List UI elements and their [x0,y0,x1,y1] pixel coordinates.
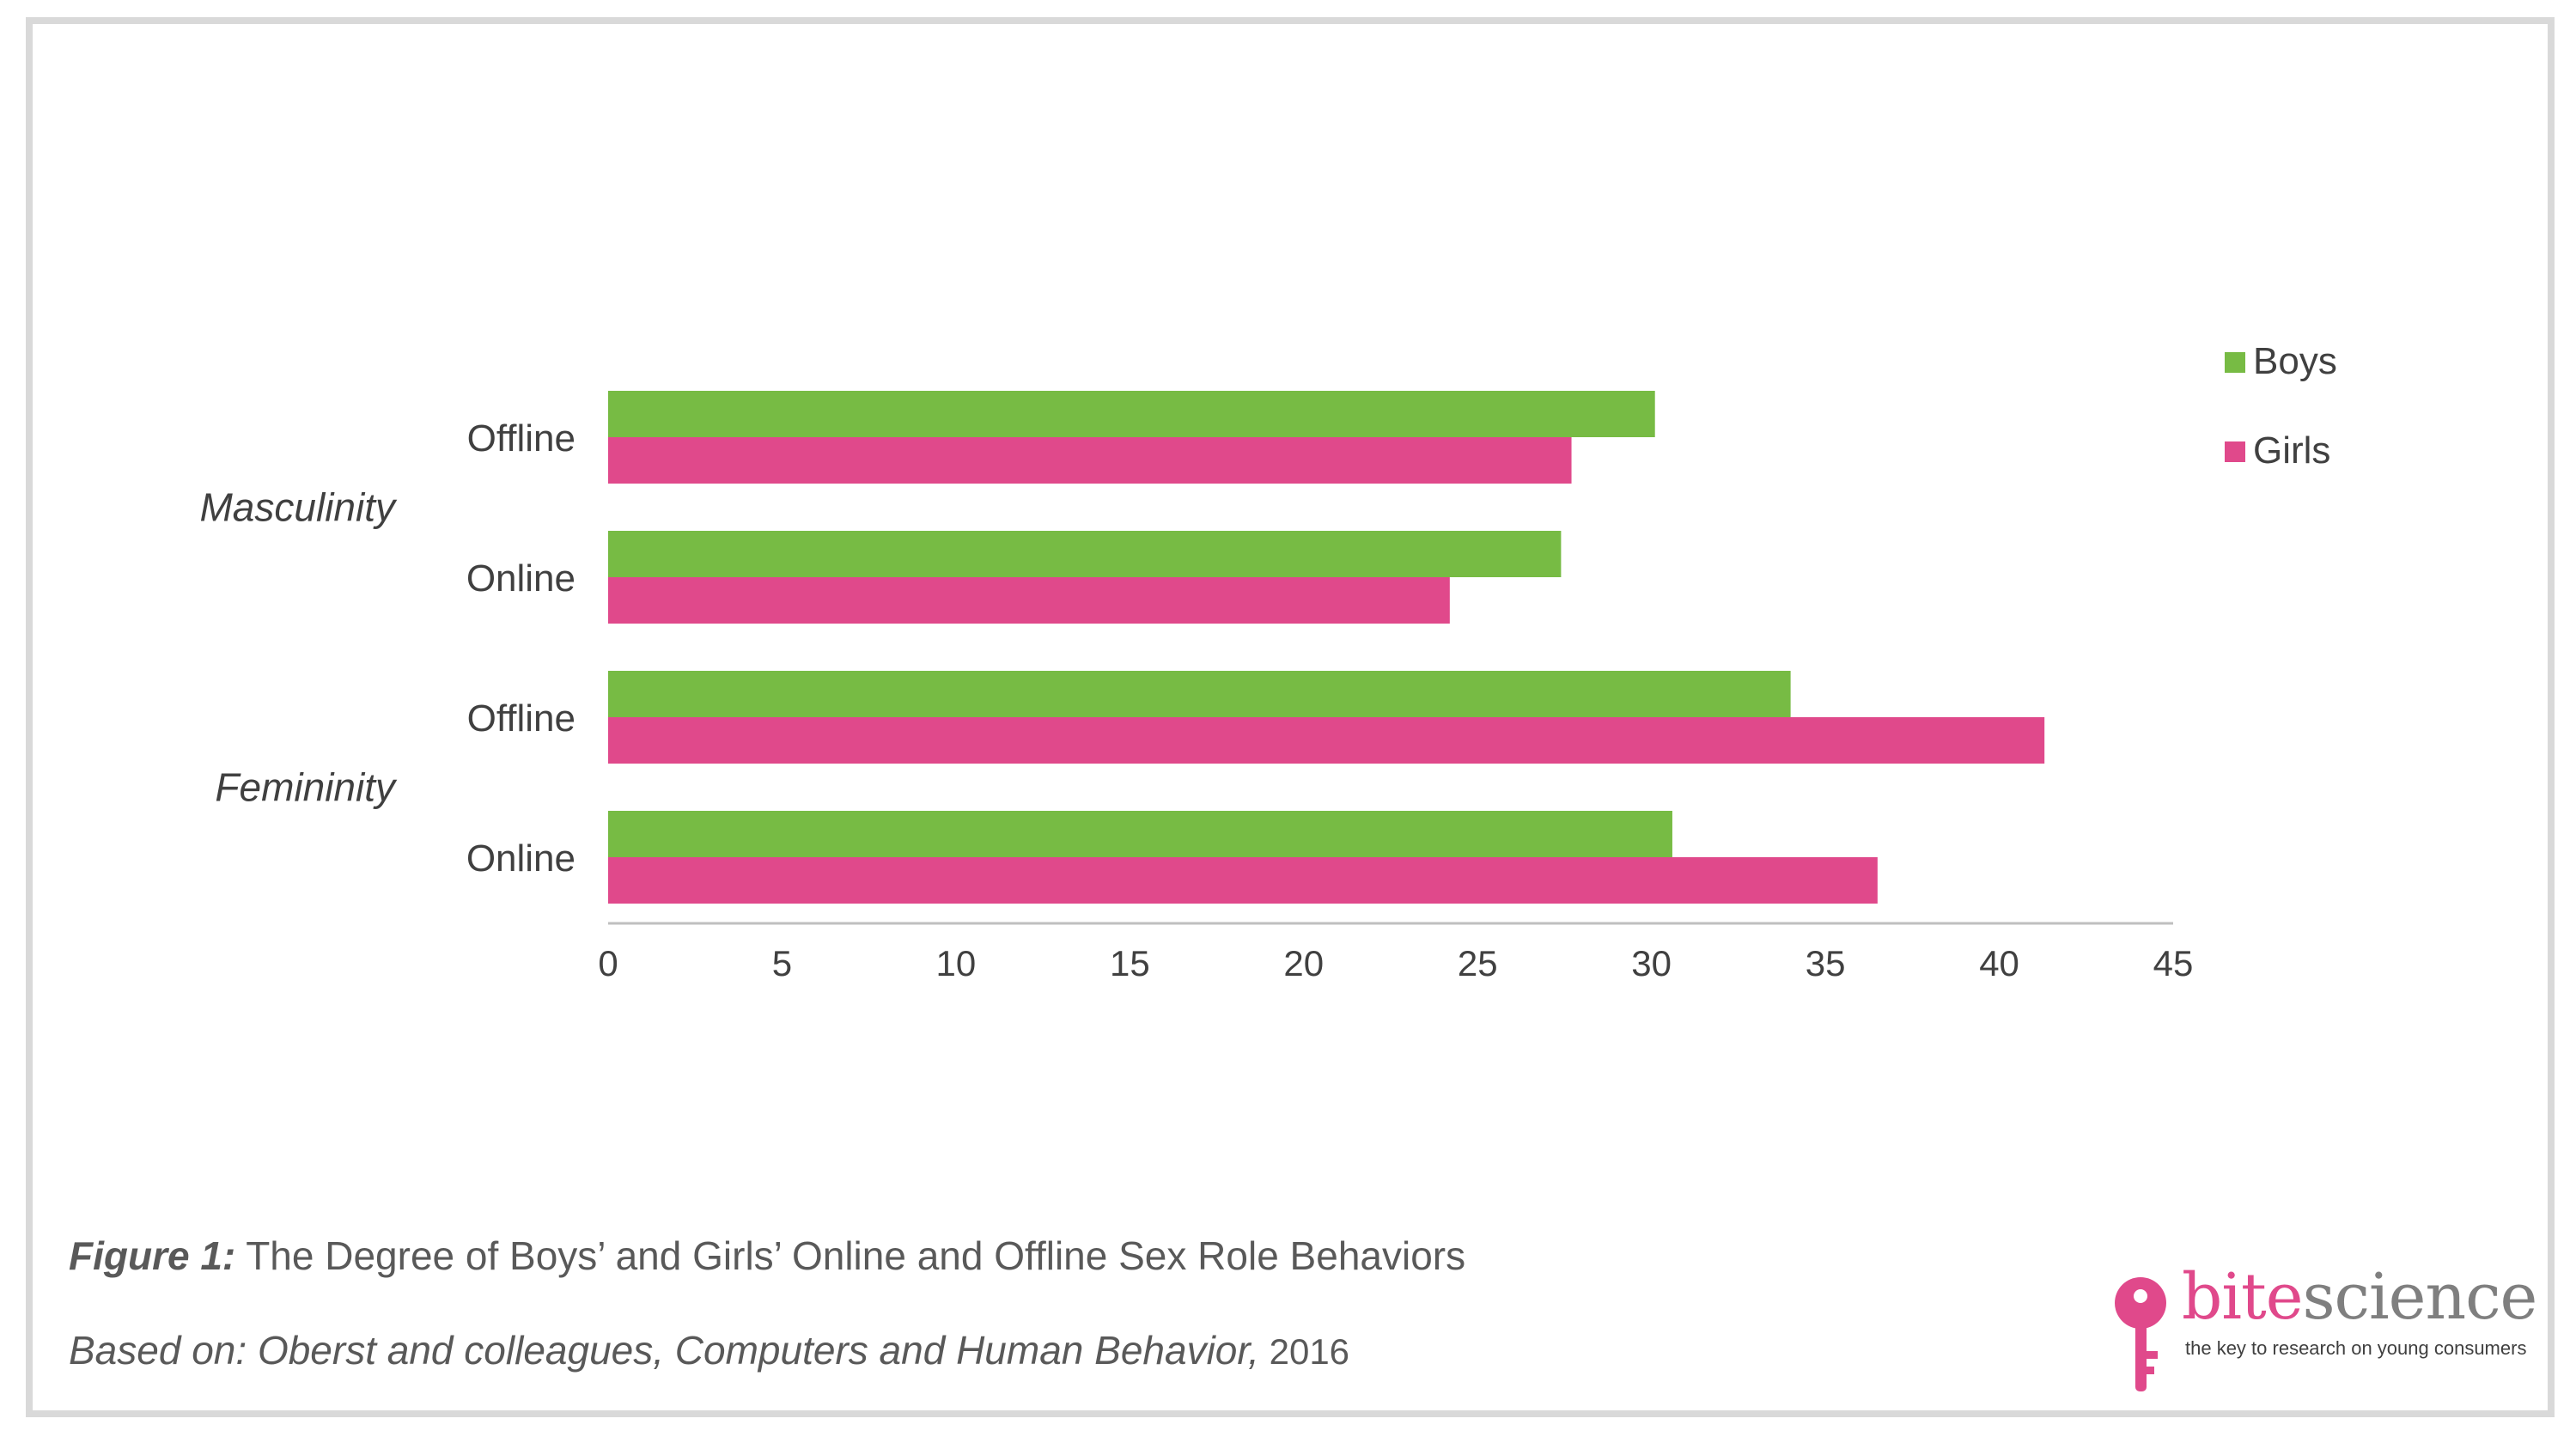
category-label: Offline [467,697,575,740]
x-tick-label: 10 [936,943,977,983]
legend-swatch-boys [2225,352,2245,373]
figure-caption: Figure 1: The Degree of Boys’ and Girls’… [69,1233,1465,1279]
logo-wordmark: bitescience [2182,1260,2538,1334]
legend-label-girls: Girls [2253,429,2330,472]
logo-word-bite: bite [2182,1260,2304,1334]
source-text: Based on: Oberst and colleagues, Compute… [69,1328,1259,1373]
x-tick-label: 35 [1806,943,1846,983]
x-tick-label: 5 [772,943,792,983]
bar-boys-femininity-online [608,811,1672,857]
bar-girls-femininity-online [608,857,1878,904]
figure-title: The Degree of Boys’ and Girls’ Online an… [235,1233,1466,1278]
x-tick-label: 25 [1458,943,1498,983]
bar-boys-masculinity-online [608,531,1562,577]
group-label: Masculinity [199,485,398,530]
source-year: 2016 [1258,1331,1350,1372]
bitescience-logo: bitescience the key to research on young… [2113,1260,2537,1391]
legend: Boys Girls [2225,340,2337,472]
category-label: Online [466,557,575,600]
key-icon [2115,1277,2166,1391]
legend-swatch-girls [2225,441,2245,462]
bar-boys-masculinity-offline [608,391,1655,437]
category-label: Offline [467,417,575,460]
x-tick-label: 15 [1110,943,1150,983]
source-line: Based on: Oberst and colleagues, Compute… [69,1327,1349,1373]
bar-girls-masculinity-offline [608,437,1572,484]
group-label: Femininity [215,765,398,810]
category-label: Online [466,837,575,880]
logo-tagline: the key to research on young consumers [2185,1337,2527,1359]
x-tick-labels: 0 5 10 15 20 25 30 35 40 45 [598,943,2193,983]
logo-word-science: science [2302,1260,2538,1334]
x-tick-label: 20 [1283,943,1324,983]
y-category-labels: Offline Online Masculinity Offline Online Fem… [199,417,575,880]
x-tick-label: 30 [1631,943,1672,983]
bar-girls-femininity-offline [608,717,2045,764]
x-tick-label: 40 [1979,943,2019,983]
figure-label: Figure 1: [69,1233,236,1278]
bar-girls-masculinity-online [608,577,1450,624]
legend-label-boys: Boys [2253,340,2337,382]
x-tick-label: 0 [598,943,618,983]
bar-boys-femininity-offline [608,671,1791,717]
x-tick-label: 45 [2153,943,2194,983]
bars-layer [608,391,2045,904]
